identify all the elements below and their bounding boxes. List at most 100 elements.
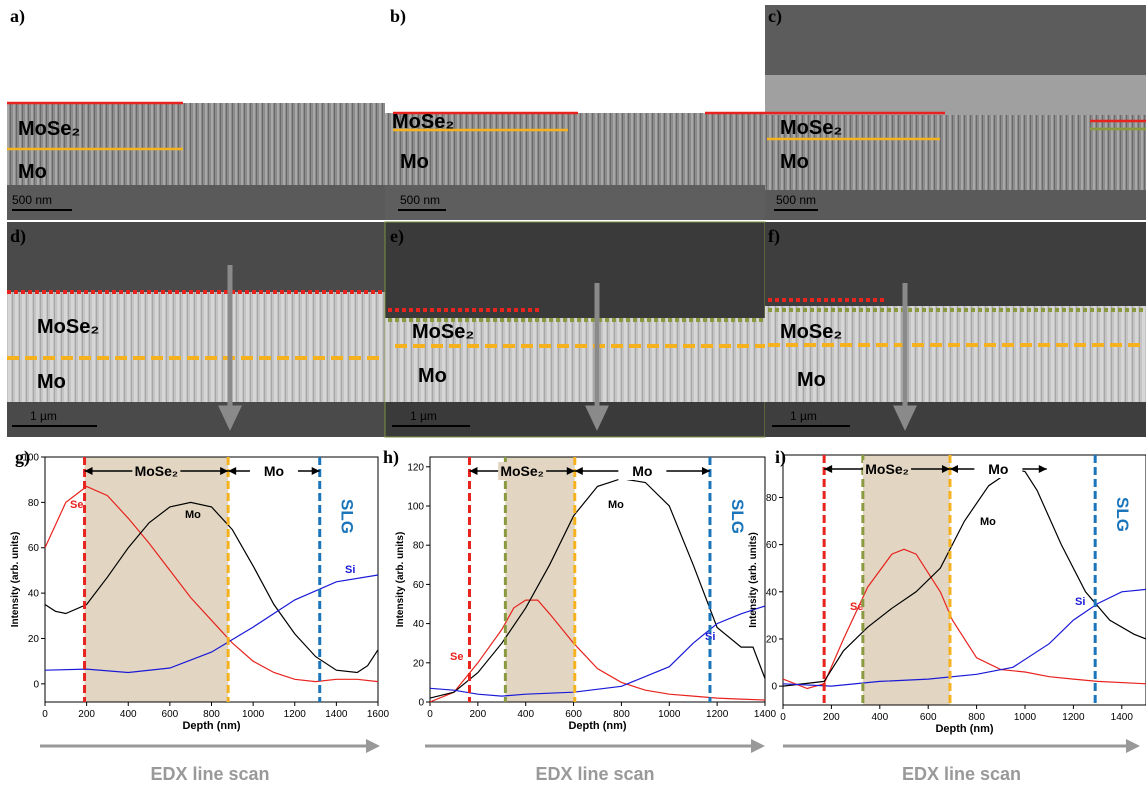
series-label: Mo (980, 516, 996, 528)
x-tick-label: 1000 (242, 709, 265, 720)
layer-label: MoSe₂ (392, 111, 454, 133)
y-tick-label: 100 (22, 453, 39, 464)
data-line (782, 588, 1146, 687)
panel-label: g) (15, 447, 30, 468)
arrow-head (701, 467, 710, 475)
highlight-span (505, 457, 575, 702)
scale-bar-label: 1 µm (410, 409, 437, 423)
x-tick-label: 600 (565, 709, 582, 720)
layer-label: Mo (400, 151, 429, 173)
layer-label: Mo (418, 365, 447, 387)
range-label: MoSe₂ (865, 461, 909, 477)
series-label: Mo (608, 499, 624, 511)
layer-label: MoSe₂ (780, 321, 842, 343)
scale-bar-label: 1 µm (790, 409, 817, 423)
arrow-head (1126, 739, 1140, 753)
chart: 0 200 400 600 800 1000 1200 1400 1600 0 20 40 60 80 10… (10, 447, 390, 784)
range-label: MoSe₂ (135, 463, 179, 479)
data-line (429, 477, 766, 699)
x-tick-label: 400 (871, 712, 888, 723)
series-label: Si (345, 564, 355, 576)
chart: 0 200 400 600 800 1000 1200 1400020406080100120… (383, 447, 777, 784)
panel-label: b) (390, 6, 406, 27)
y-tick-label: 60 (413, 580, 425, 591)
y-tick-label: 60 (766, 540, 778, 551)
x-tick-label: 1200 (1062, 712, 1085, 723)
x-axis-label: Depth (nm) (935, 723, 993, 735)
x-tick-label: 400 (517, 709, 534, 720)
x-tick-label: 1400 (1111, 712, 1134, 723)
sem-images (7, 5, 1146, 438)
x-tick-label: 800 (203, 709, 220, 720)
panel-label: a) (10, 6, 25, 27)
arrow-head (566, 467, 575, 475)
scale-bar-label: 1 µm (30, 409, 57, 423)
y-axis-label: Intensity (arb. units) (10, 532, 21, 628)
footer-label: EDX line scan (150, 764, 269, 784)
y-tick-label: 120 (407, 462, 424, 473)
substrate (765, 190, 1146, 220)
layer-label: MoSe₂ (18, 118, 80, 140)
layer-label: MoSe₂ (37, 316, 99, 338)
x-axis-label: Depth (nm) (568, 720, 626, 732)
layer-label: Mo (18, 161, 47, 183)
plot-frame (429, 456, 766, 703)
substrate (7, 185, 385, 220)
scale-bar-label: 500 nm (776, 193, 816, 207)
panel-label: f) (768, 226, 780, 247)
arrow-head (218, 405, 242, 431)
layer-label: MoSe₂ (412, 321, 474, 343)
x-axis-label: Depth (nm) (182, 720, 240, 732)
layer-label: Mo (37, 371, 66, 393)
data-line (782, 548, 1146, 690)
footer-label: EDX line scan (902, 764, 1021, 784)
x-tick-label: 0 (427, 709, 433, 720)
scale-bar-label: 500 nm (12, 193, 52, 207)
plot-frame (782, 454, 1146, 706)
sem-band (385, 318, 765, 402)
y-tick-label: 20 (28, 634, 40, 645)
x-tick-label: 600 (162, 709, 179, 720)
arrow-head (585, 405, 609, 431)
arrow-head (574, 467, 583, 475)
x-tick-label: 1200 (706, 709, 729, 720)
arrow-head (366, 739, 380, 753)
series-label: Se (70, 499, 83, 511)
arrow-head (941, 465, 950, 473)
arrow-head (751, 739, 765, 753)
y-tick-label: 80 (766, 493, 778, 504)
x-tick-label: 1400 (325, 709, 348, 720)
y-tick-label: 0 (418, 698, 424, 709)
y-tick-label: 20 (766, 634, 778, 645)
x-tick-label: 0 (780, 712, 786, 723)
arrow-head (824, 465, 833, 473)
y-axis-label: Intensity (arb. units) (748, 532, 759, 628)
label-bg (132, 462, 181, 480)
data-line (44, 574, 379, 674)
x-tick-label: 800 (968, 712, 985, 723)
data-line (782, 468, 1146, 687)
y-tick-label: 0 (33, 679, 39, 690)
footer-label: EDX line scan (535, 764, 654, 784)
chart: 0 200 400 600 800 1000 1200 1400020406080Depth … (748, 447, 1146, 784)
substrate (385, 185, 765, 220)
highlight-span (84, 457, 229, 702)
arrow-head (220, 467, 229, 475)
scale-bar-label: 500 nm (400, 193, 440, 207)
series-label: Se (450, 651, 463, 663)
range-label: Mo (632, 463, 652, 479)
substrate-label: SLG (728, 499, 747, 534)
layer-label: Mo (797, 369, 826, 391)
panel-label: d) (10, 226, 26, 247)
arrow-head (228, 467, 237, 475)
arrow-head (469, 467, 478, 475)
data-line (429, 605, 766, 697)
x-tick-label: 1200 (284, 709, 307, 720)
y-tick-label: 40 (766, 587, 778, 598)
arrow-head (893, 405, 917, 431)
x-tick-label: 1000 (658, 709, 681, 720)
substrate-label: SLG (338, 499, 357, 534)
y-tick-label: 40 (413, 619, 425, 630)
x-tick-label: 600 (920, 712, 937, 723)
arrow-head (311, 467, 320, 475)
